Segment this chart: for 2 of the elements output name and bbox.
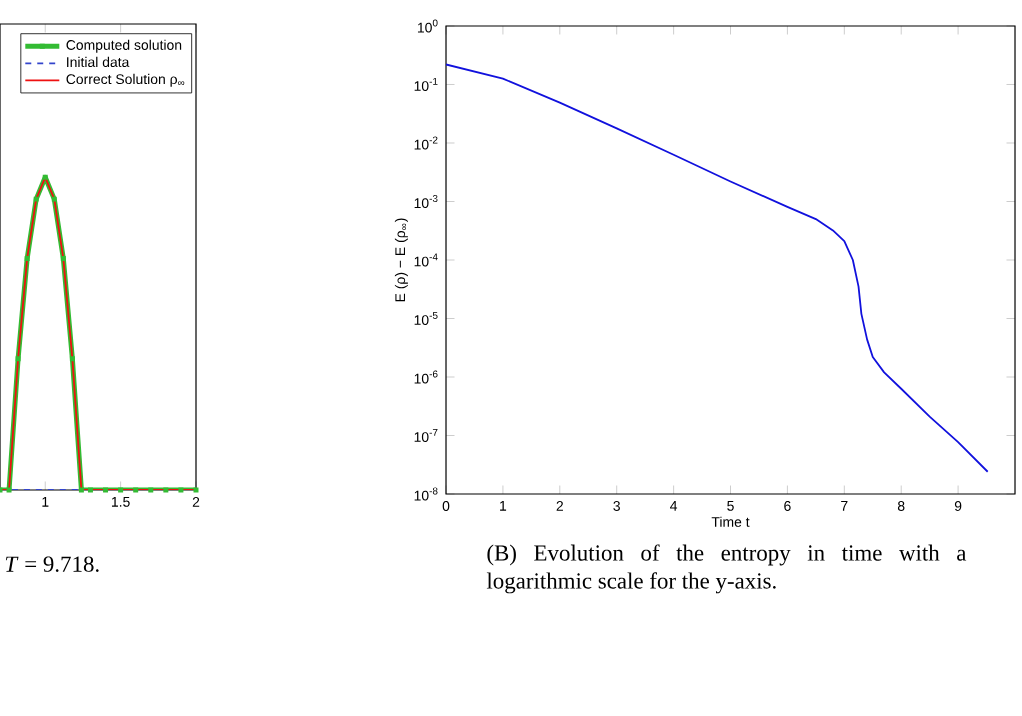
text: (B) Evolution of the entropy in time with a logarithmic scale for the y-axis. — [486, 544, 967, 594]
text: T = 9.718. — [5, 556, 99, 572]
